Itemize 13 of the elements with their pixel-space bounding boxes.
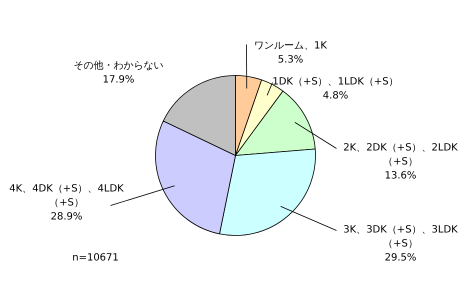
slice-label: 1DK（+S）、1LDK（+S）: [272, 76, 399, 88]
data-label: 29.5%: [384, 252, 416, 264]
data-label: 17.9%: [102, 74, 134, 86]
slice-label: 4K、4DK（+S）、4LDK（+S）: [9, 184, 124, 208]
data-label: 4.8%: [322, 90, 348, 102]
data-label: 5.3%: [278, 54, 304, 66]
slice-label: 2K、2DK（+S）、2LDK（+S）: [343, 142, 458, 168]
text: n=10671: [72, 252, 119, 264]
data-label: 13.6%: [384, 170, 416, 182]
data-label: 28.9%: [50, 212, 82, 222]
slice-label: その他・わからない: [74, 60, 164, 72]
slice-label: ワンルーム、1K: [254, 40, 328, 52]
slice-label: 3K、3DK（+S）、3LDK（+S）: [343, 224, 458, 250]
